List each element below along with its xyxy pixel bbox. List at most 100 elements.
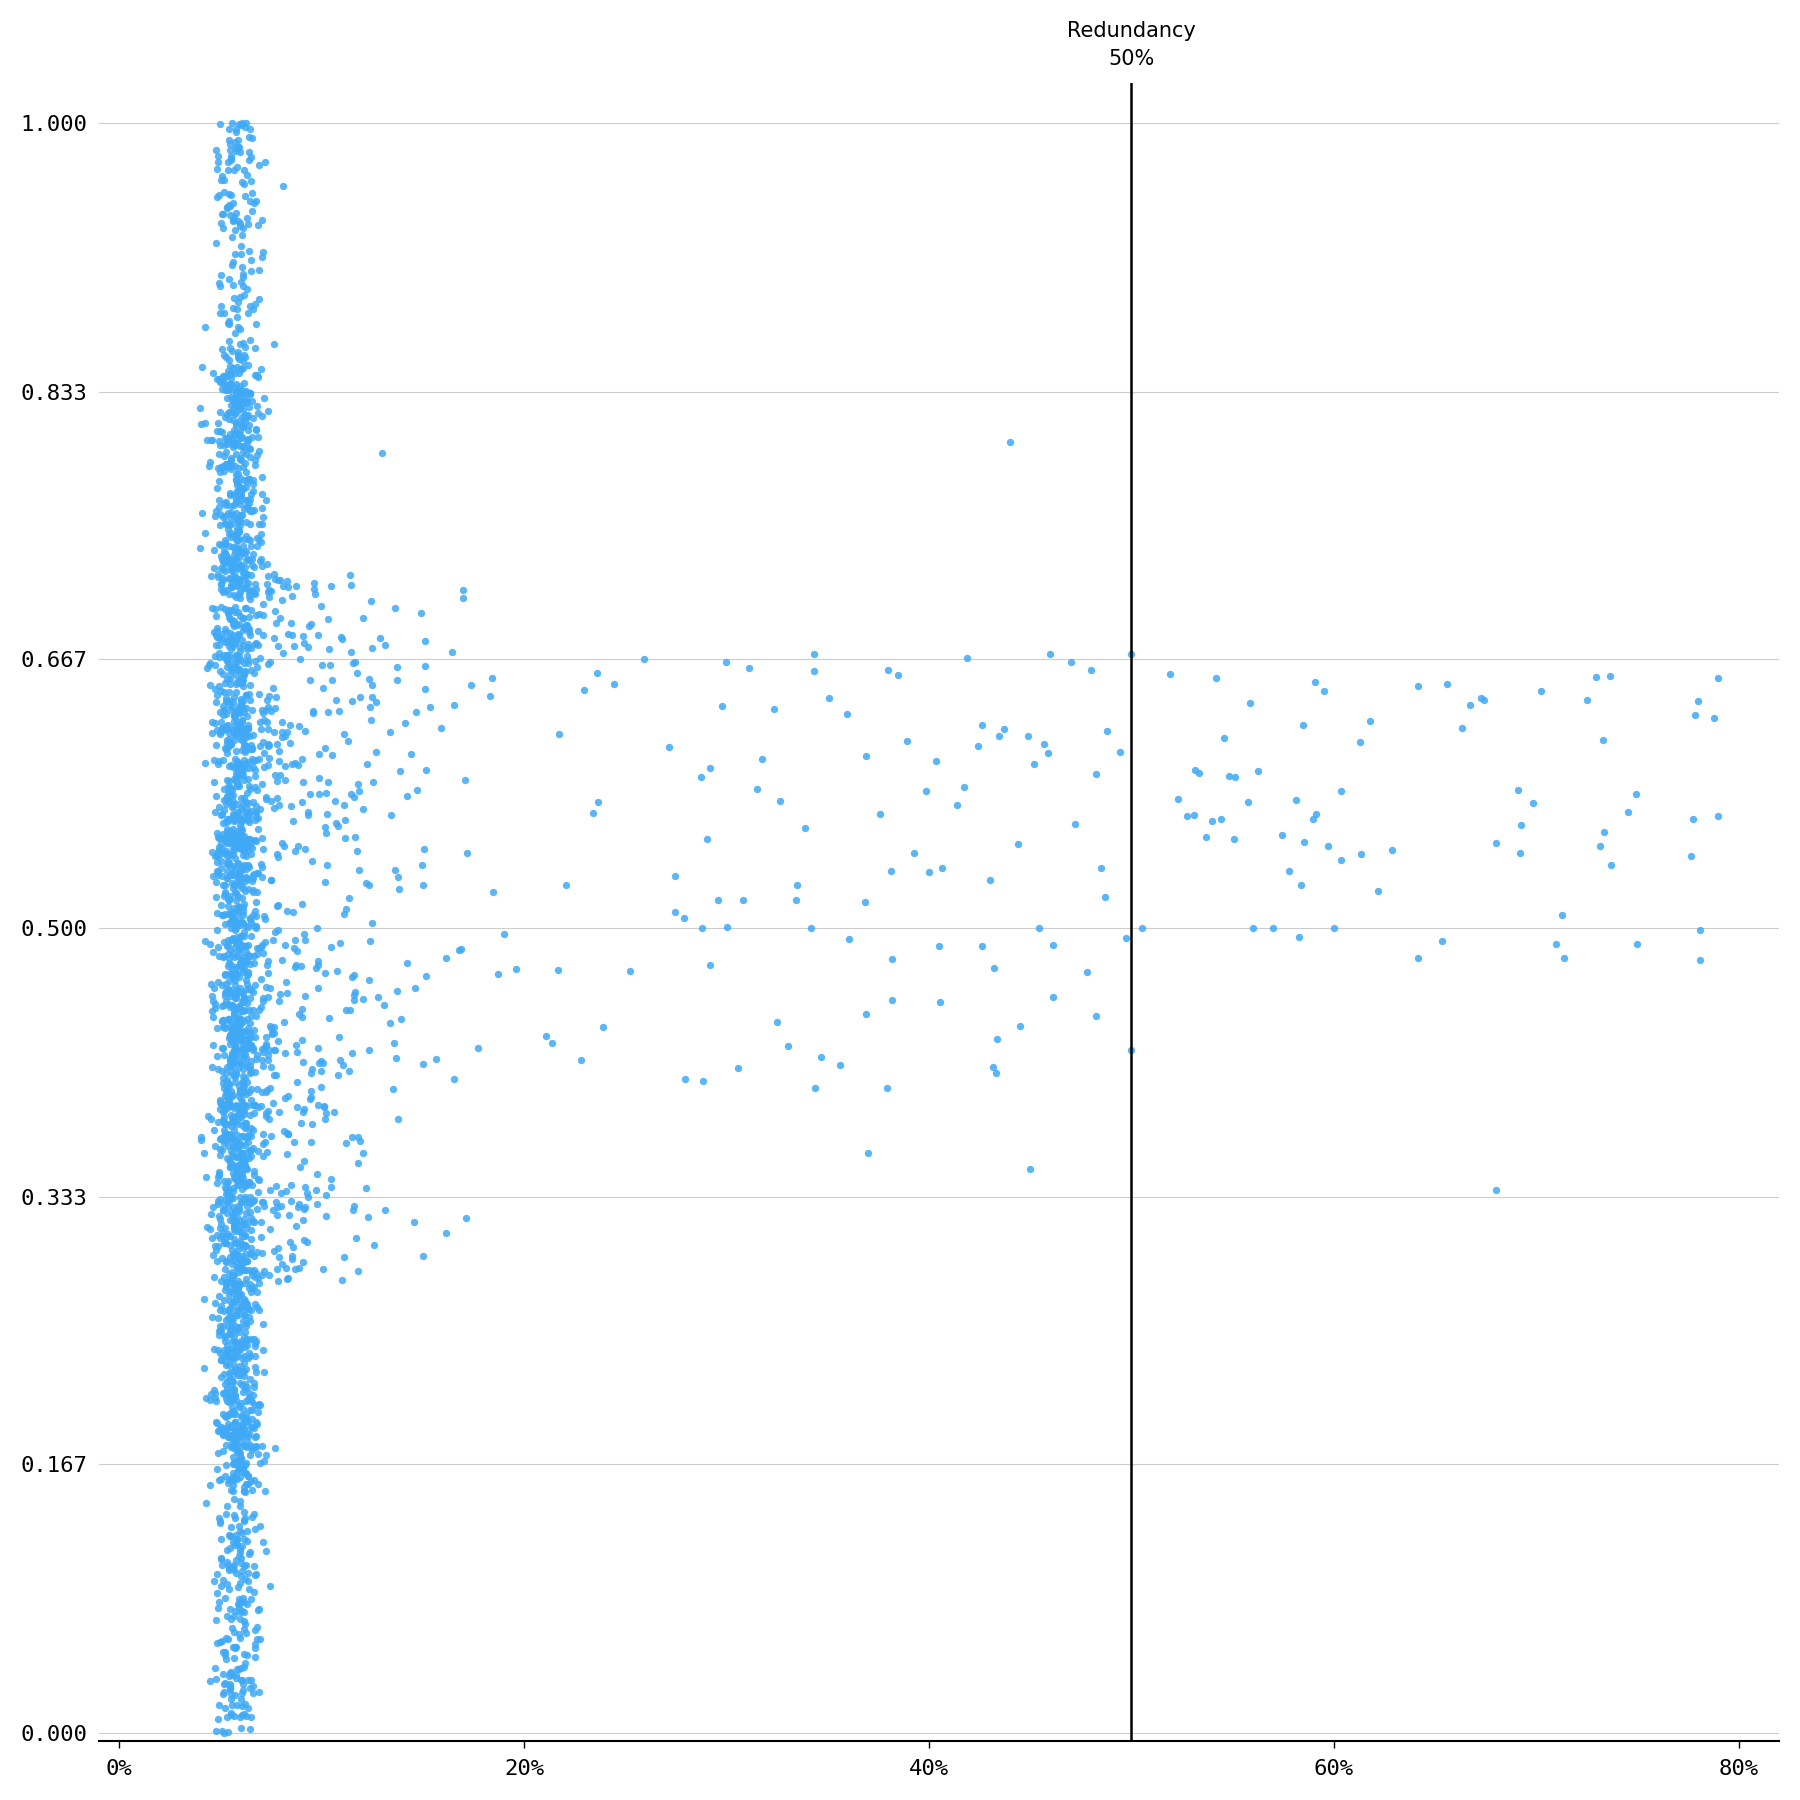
Point	[1678, 805, 1706, 833]
Point	[545, 720, 574, 749]
Point	[227, 500, 256, 529]
Point	[216, 369, 245, 398]
Point	[230, 1348, 259, 1377]
Point	[479, 664, 508, 693]
Point	[252, 486, 281, 515]
Point	[254, 1105, 283, 1134]
Point	[238, 695, 266, 724]
Point	[191, 409, 220, 437]
Point	[229, 1076, 257, 1105]
Point	[234, 679, 263, 707]
Point	[347, 794, 376, 823]
Point	[693, 824, 722, 853]
Point	[376, 801, 405, 830]
Point	[232, 403, 261, 432]
Point	[238, 1170, 266, 1199]
Point	[236, 292, 265, 320]
Point	[221, 382, 250, 410]
Point	[223, 619, 252, 648]
Point	[407, 598, 436, 626]
Point	[202, 1237, 230, 1265]
Point	[232, 1400, 261, 1429]
Point	[225, 1451, 254, 1480]
Point	[265, 790, 293, 819]
Point	[225, 1312, 254, 1341]
Point	[205, 718, 234, 747]
Point	[230, 1220, 259, 1249]
Point	[212, 376, 241, 405]
Point	[432, 943, 461, 972]
Point	[230, 1096, 259, 1125]
Point	[216, 1672, 245, 1701]
Point	[263, 608, 292, 637]
Point	[223, 958, 252, 986]
Point	[211, 1075, 239, 1103]
Point	[230, 983, 259, 1012]
Point	[248, 983, 277, 1012]
Point	[232, 493, 261, 522]
Point	[236, 1395, 265, 1424]
Point	[234, 410, 263, 439]
Point	[211, 1229, 239, 1258]
Point	[223, 1121, 252, 1150]
Point	[218, 1458, 247, 1487]
Point	[1220, 763, 1249, 792]
Point	[207, 853, 236, 882]
Point	[214, 774, 243, 803]
Point	[223, 1276, 252, 1305]
Point	[220, 1174, 248, 1202]
Point	[205, 1184, 234, 1213]
Point	[340, 961, 369, 990]
Point	[216, 1604, 245, 1633]
Point	[239, 1015, 268, 1044]
Point	[234, 995, 263, 1024]
Point	[225, 373, 254, 401]
Point	[252, 1030, 281, 1058]
Point	[214, 1089, 243, 1118]
Point	[252, 974, 281, 1003]
Point	[227, 754, 256, 783]
Point	[1377, 835, 1406, 864]
Point	[232, 805, 261, 833]
Point	[234, 416, 263, 445]
Point	[216, 977, 245, 1006]
Point	[212, 193, 241, 221]
Point	[227, 884, 256, 913]
Point	[236, 378, 265, 407]
Point	[238, 1121, 266, 1150]
Point	[225, 1703, 254, 1732]
Point	[209, 1004, 238, 1033]
Point	[211, 1229, 239, 1258]
Point	[256, 1571, 284, 1600]
Point	[225, 344, 254, 373]
Point	[221, 1283, 250, 1312]
Point	[268, 830, 297, 859]
Point	[225, 857, 254, 886]
Point	[230, 661, 259, 689]
Point	[254, 562, 283, 590]
Point	[232, 1312, 261, 1341]
Point	[245, 630, 274, 659]
Point	[223, 641, 252, 670]
Point	[212, 1602, 241, 1631]
Point	[209, 1219, 238, 1247]
Point	[221, 137, 250, 166]
Point	[362, 688, 391, 716]
Point	[212, 817, 241, 846]
Point	[229, 1147, 257, 1175]
Point	[214, 806, 243, 835]
Point	[221, 751, 250, 779]
Point	[230, 407, 259, 436]
Point	[220, 389, 248, 418]
Point	[238, 752, 266, 781]
Point	[223, 1589, 252, 1618]
Point	[223, 340, 252, 369]
Point	[221, 1449, 250, 1478]
Point	[306, 1046, 335, 1075]
Point	[212, 1269, 241, 1298]
Point	[223, 387, 252, 416]
Point	[203, 623, 232, 652]
Point	[229, 1525, 257, 1553]
Point	[230, 169, 259, 198]
Point	[227, 1535, 256, 1564]
